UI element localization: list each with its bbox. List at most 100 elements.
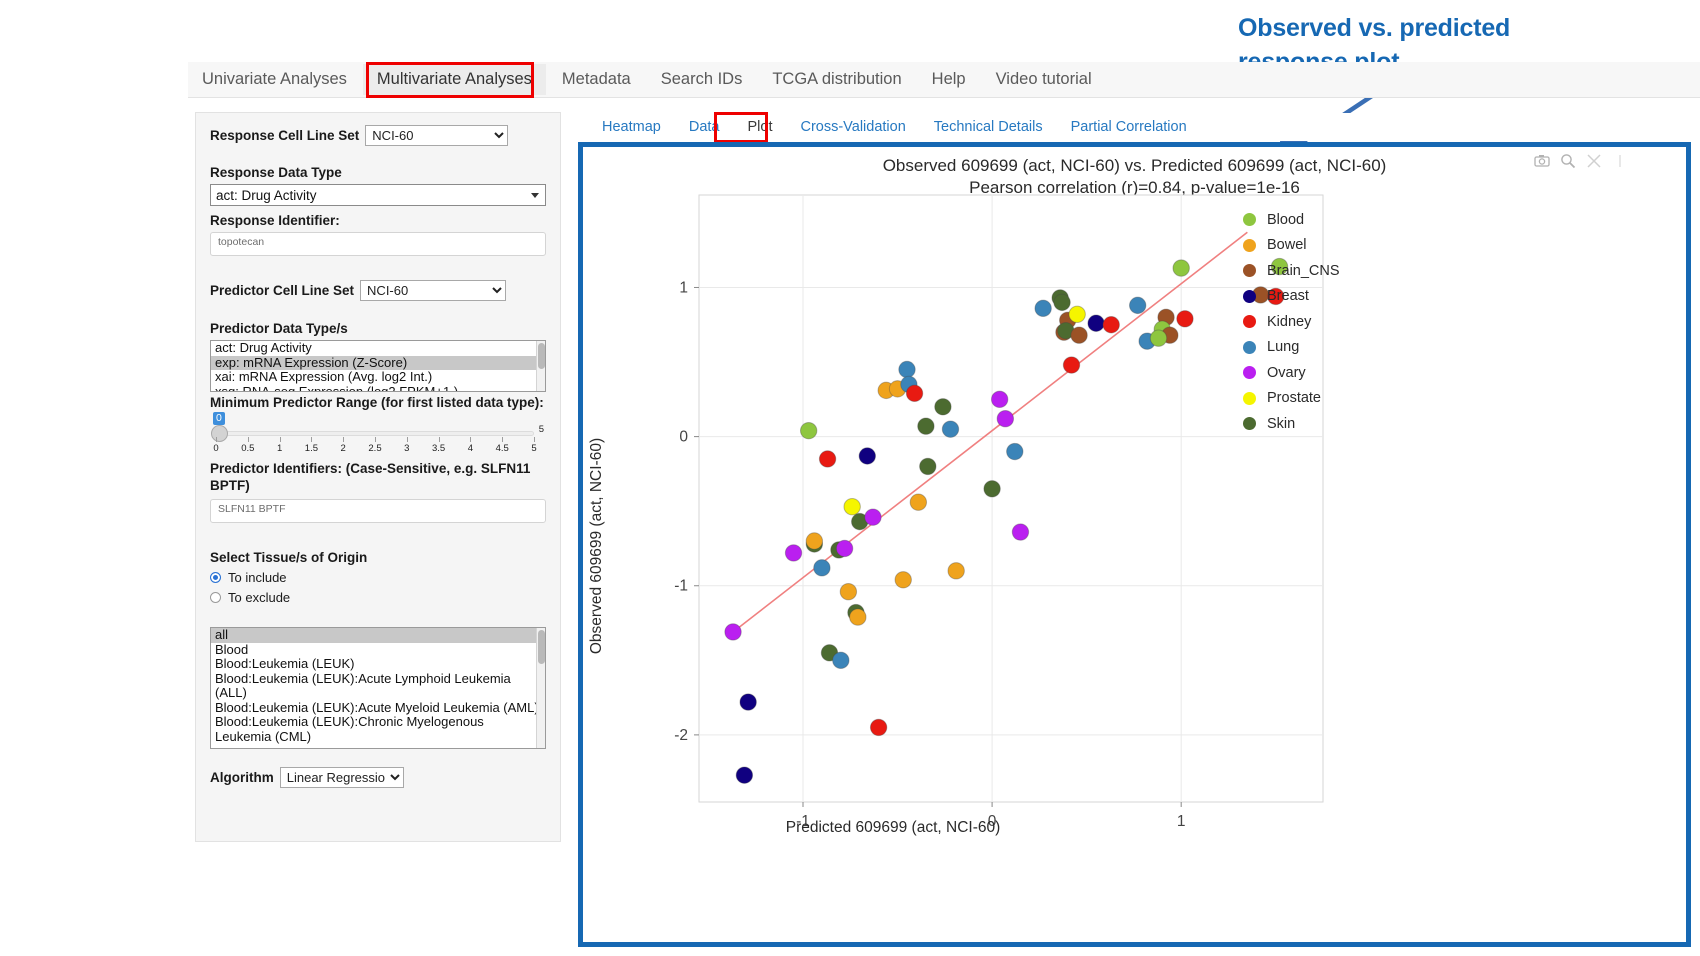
tab-partial-correlation[interactable]: Partial Correlation <box>1070 119 1187 135</box>
data-point[interactable] <box>941 420 960 438</box>
data-point[interactable] <box>784 544 803 562</box>
predictor-data-types-listbox[interactable]: act: Drug Activity exp: mRNA Expression … <box>210 340 546 392</box>
response-data-type-select[interactable]: act: Drug Activity <box>210 184 546 206</box>
tab-cross-validation[interactable]: Cross-Validation <box>800 119 906 135</box>
legend-item-lung[interactable]: Lung <box>1243 335 1340 361</box>
data-point[interactable] <box>1068 305 1086 324</box>
legend-item-ovary[interactable]: Ovary <box>1243 360 1340 386</box>
list-item[interactable]: all <box>211 628 545 643</box>
nav-item-help[interactable]: Help <box>931 70 966 88</box>
plotly-modebar[interactable] <box>1534 153 1628 169</box>
list-item[interactable]: Blood <box>215 641 249 657</box>
list-item[interactable]: Blood:Leukemia (LEUK):Acute Lymphoid Leu… <box>215 670 511 700</box>
radio-include-icon[interactable] <box>210 572 221 583</box>
data-point[interactable] <box>947 562 965 580</box>
response-cell-line-set-select[interactable]: NCI-60 <box>365 125 509 146</box>
radio-to-include[interactable]: To include <box>210 570 546 585</box>
data-point[interactable] <box>849 608 867 626</box>
list-item[interactable]: exp: mRNA Expression (Z-Score) <box>211 355 545 370</box>
zoom-icon[interactable] <box>1560 153 1576 169</box>
predictor-identifiers-input[interactable]: SLFN11 BPTF <box>210 499 546 523</box>
data-point[interactable] <box>724 623 742 641</box>
data-point[interactable] <box>909 493 928 511</box>
data-point[interactable] <box>869 718 888 737</box>
data-point[interactable] <box>1053 293 1071 312</box>
data-point[interactable] <box>839 583 858 601</box>
data-point[interactable] <box>898 360 916 379</box>
data-point[interactable] <box>1034 299 1052 318</box>
data-point[interactable] <box>1270 257 1289 276</box>
data-point[interactable] <box>843 498 861 516</box>
listbox-scrollbar[interactable] <box>536 628 545 748</box>
data-point[interactable] <box>1172 259 1190 277</box>
data-point[interactable] <box>818 450 837 468</box>
reset-icon[interactable] <box>1612 153 1628 169</box>
data-point[interactable] <box>1087 314 1105 332</box>
list-item[interactable]: Blood:Leukemia (LEUK):Chronic Myelogenou… <box>215 714 484 744</box>
data-point[interactable] <box>894 571 912 589</box>
data-point[interactable] <box>735 766 754 784</box>
data-point[interactable] <box>805 532 824 550</box>
nav-item-search-ids[interactable]: Search IDs <box>660 70 743 88</box>
legend-item-bowel[interactable]: Bowel <box>1243 233 1340 259</box>
scatter-plot-svg[interactable]: 1 0 -1 -2 -1 0 1 <box>583 147 1696 952</box>
data-point[interactable] <box>1062 356 1081 374</box>
legend-item-prostate[interactable]: Prostate <box>1243 386 1340 412</box>
tab-heatmap[interactable]: Heatmap <box>602 119 661 135</box>
data-point[interactable] <box>996 410 1015 428</box>
tab-data[interactable]: Data <box>688 119 720 135</box>
scrollbar-thumb[interactable] <box>538 343 545 369</box>
nav-item-multivariate-analyses[interactable]: Multivariate Analyses <box>362 64 546 95</box>
pan-icon[interactable] <box>1586 153 1602 169</box>
algorithm-select[interactable]: Linear Regression <box>279 767 404 788</box>
data-point[interactable] <box>919 457 937 476</box>
list-item[interactable]: Blood:Leukemia (LEUK):Acute Myeloid Leuk… <box>215 699 539 715</box>
legend-item-kidney[interactable]: Kidney <box>1243 309 1340 335</box>
nav-item-metadata[interactable]: Metadata <box>561 70 631 88</box>
nav-item-tcga-distribution[interactable]: TCGA distribution <box>772 70 902 88</box>
data-point[interactable] <box>1006 442 1024 461</box>
data-point[interactable] <box>1128 296 1147 315</box>
data-point[interactable] <box>1070 326 1088 344</box>
list-item[interactable]: xsq: RNA-seq Expression (log2 FPKM+1.) <box>215 383 459 392</box>
nav-item-video-tutorial[interactable]: Video tutorial <box>995 70 1092 88</box>
data-point[interactable] <box>1149 329 1168 347</box>
legend-item-breast[interactable]: Breast <box>1243 284 1340 310</box>
data-point[interactable] <box>917 417 935 435</box>
slider-handle[interactable] <box>211 425 228 442</box>
list-item[interactable]: Blood:Leukemia (LEUK) <box>215 656 355 671</box>
plot-subtabs[interactable]: Heatmap Data Plot Cross-Validation Techn… <box>578 113 1691 141</box>
tab-plot[interactable]: Plot <box>747 119 773 135</box>
tab-technical-details[interactable]: Technical Details <box>933 119 1043 135</box>
data-point[interactable] <box>905 384 924 403</box>
plot-legend[interactable]: Blood Bowel Brain_CNS Breast Kidney Lung Ovary… <box>1243 207 1340 437</box>
data-point[interactable] <box>864 508 882 526</box>
data-point[interactable] <box>983 480 1001 498</box>
data-point[interactable] <box>1011 523 1030 541</box>
radio-to-exclude[interactable]: To exclude <box>210 590 546 605</box>
data-point[interactable] <box>799 421 818 440</box>
data-point[interactable] <box>990 390 1009 409</box>
camera-icon[interactable] <box>1534 153 1550 169</box>
data-point[interactable] <box>858 447 876 465</box>
legend-item-skin[interactable]: Skin <box>1243 411 1340 437</box>
predictor-cell-line-set-select[interactable]: NCI-60 <box>360 280 507 301</box>
list-item[interactable]: xai: mRNA Expression (Avg. log2 Int.) <box>215 369 433 384</box>
scrollbar-thumb[interactable] <box>538 630 545 664</box>
data-point[interactable] <box>1267 287 1285 306</box>
legend-item-blood[interactable]: Blood <box>1243 207 1340 233</box>
data-point[interactable] <box>813 559 831 577</box>
data-point[interactable] <box>1176 310 1194 328</box>
data-point[interactable] <box>934 398 952 416</box>
radio-exclude-icon[interactable] <box>210 592 221 603</box>
list-item[interactable]: act: Drug Activity <box>215 340 312 355</box>
main-navigation[interactable]: Univariate Analyses Multivariate Analyse… <box>188 62 1700 98</box>
slider-track[interactable] <box>216 431 534 436</box>
response-identifier-input[interactable]: topotecan <box>210 232 546 256</box>
data-point[interactable] <box>832 651 850 670</box>
data-point[interactable] <box>739 693 757 711</box>
data-point[interactable] <box>1102 316 1120 334</box>
data-point[interactable] <box>835 539 854 558</box>
tissue-listbox[interactable]: all Blood Blood:Leukemia (LEUK) Blood:Le… <box>210 627 546 749</box>
listbox-scrollbar[interactable] <box>536 341 545 391</box>
